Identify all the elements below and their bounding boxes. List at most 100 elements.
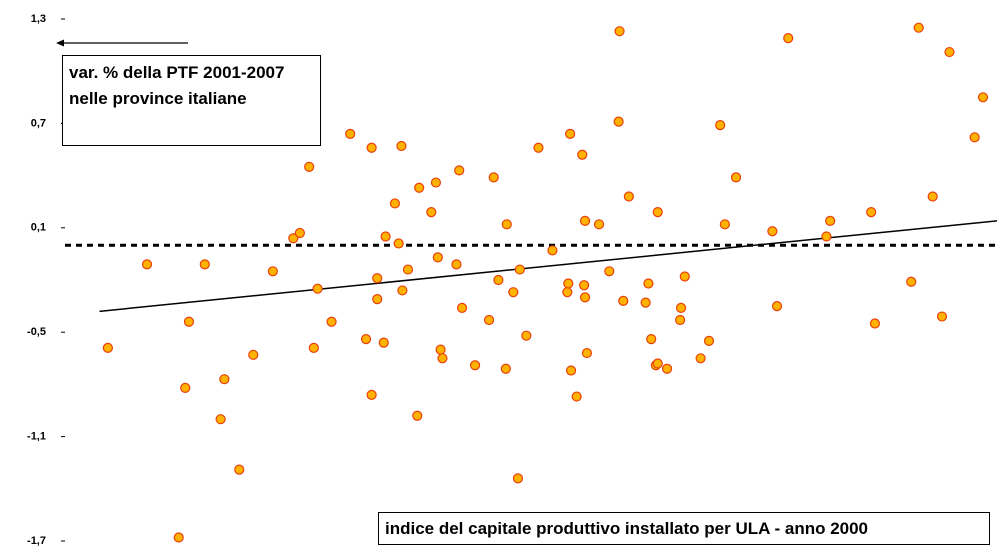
data-point — [936, 311, 948, 322]
y-tick-label: 0,1 — [31, 222, 46, 234]
data-point — [614, 26, 625, 37]
data-point — [414, 182, 425, 193]
data-point — [389, 198, 401, 209]
data-point — [508, 287, 519, 298]
data-point — [604, 266, 615, 277]
data-point — [248, 349, 259, 360]
data-point — [533, 142, 544, 153]
data-point — [219, 374, 230, 385]
data-point — [360, 334, 372, 345]
data-point — [565, 365, 577, 376]
data-point — [435, 344, 446, 355]
data-point — [372, 294, 383, 305]
data-point — [563, 278, 574, 289]
data-point — [234, 464, 245, 475]
data-point — [102, 342, 113, 353]
data-point — [304, 161, 315, 172]
data-point — [141, 259, 153, 270]
data-point — [581, 347, 593, 359]
data-point — [402, 264, 414, 275]
data-point — [618, 295, 629, 306]
data-point — [199, 259, 210, 270]
data-point — [675, 302, 687, 313]
data-point — [593, 219, 605, 230]
data-point — [514, 264, 525, 275]
data-point — [547, 245, 558, 256]
data-point — [623, 191, 634, 202]
data-point — [501, 219, 512, 230]
data-point — [294, 227, 305, 239]
data-point — [430, 177, 442, 188]
data-point — [183, 316, 195, 327]
data-point — [652, 207, 663, 218]
data-point — [326, 316, 337, 327]
data-point — [977, 92, 989, 103]
data-point — [913, 22, 924, 33]
data-point — [565, 128, 576, 139]
data-point — [397, 285, 408, 296]
data-point — [613, 116, 624, 127]
y-annotation: var. % della PTF 2001-2007 nelle provinc… — [62, 55, 321, 146]
data-point — [345, 128, 356, 139]
data-point — [825, 215, 836, 226]
data-point — [679, 271, 690, 282]
data-point — [215, 414, 226, 425]
data-point — [380, 231, 391, 242]
data-point — [944, 46, 955, 58]
data-point — [451, 259, 462, 270]
data-point — [643, 278, 654, 289]
data-point — [640, 297, 651, 308]
data-point — [469, 360, 481, 371]
trend-line — [99, 220, 997, 313]
data-point — [288, 233, 299, 244]
y-tick-label: 0,7 — [31, 117, 46, 129]
data-point — [579, 215, 591, 226]
data-point — [719, 219, 730, 230]
data-point — [426, 207, 437, 218]
data-point — [562, 287, 573, 298]
data-point — [767, 226, 778, 237]
data-point — [432, 252, 443, 263]
data-point — [906, 276, 917, 287]
data-point — [437, 353, 448, 364]
y-tick-label: 1,3 — [31, 13, 46, 25]
y-tick-label: -1,1 — [27, 431, 46, 443]
data-point — [579, 280, 590, 291]
y-tick-label: -1,7 — [27, 535, 46, 547]
data-point — [396, 140, 407, 152]
data-point — [173, 532, 184, 543]
data-point — [675, 314, 686, 326]
data-point — [730, 172, 742, 183]
data-point — [308, 342, 319, 353]
data-point — [521, 330, 532, 341]
data-point — [412, 410, 423, 421]
data-point — [493, 274, 504, 286]
data-point — [969, 132, 980, 143]
data-point — [312, 283, 323, 294]
data-point — [393, 238, 404, 249]
arrow-head — [56, 39, 64, 47]
data-point — [500, 363, 511, 374]
data-point — [695, 353, 706, 364]
data-point — [456, 302, 468, 313]
y-tick-label: -0,5 — [27, 326, 46, 338]
data-point — [267, 266, 278, 277]
data-point — [579, 292, 591, 303]
data-point — [571, 391, 582, 402]
data-point — [866, 207, 877, 218]
data-point — [869, 318, 881, 329]
data-point — [771, 301, 783, 312]
data-point — [180, 382, 191, 393]
data-point — [512, 473, 524, 484]
data-point — [372, 273, 383, 284]
data-point — [366, 142, 377, 153]
data-point — [821, 231, 832, 242]
data-point — [577, 149, 588, 160]
data-point — [483, 314, 495, 326]
data-point — [488, 172, 499, 183]
data-point — [378, 337, 389, 348]
data-point — [652, 358, 663, 369]
data-point — [927, 191, 938, 202]
